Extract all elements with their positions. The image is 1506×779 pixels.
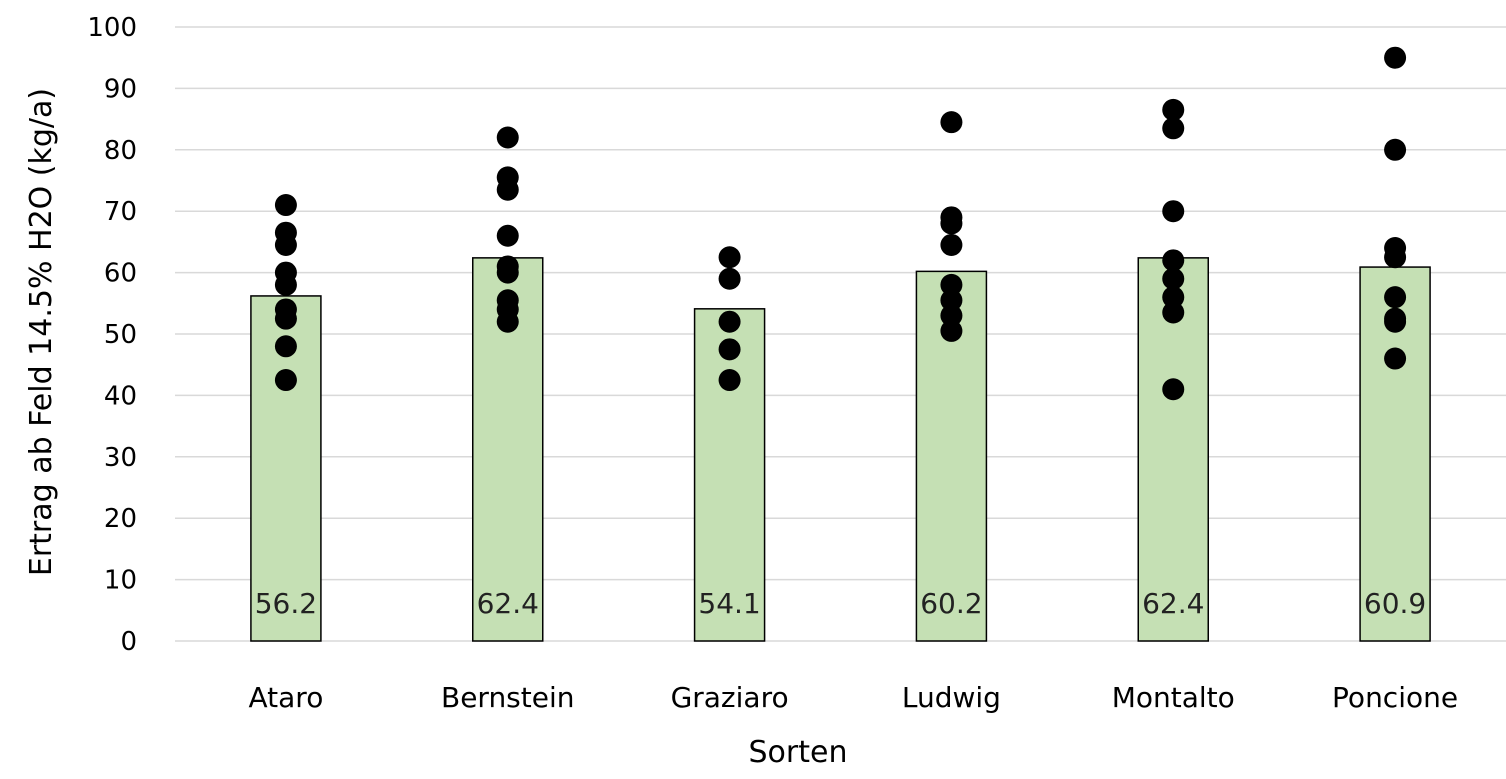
data-point — [718, 369, 741, 392]
bar-value-label: 62.4 — [477, 587, 539, 620]
data-point — [496, 310, 519, 333]
x-category-label: Montalto — [1112, 681, 1235, 714]
data-point — [1162, 286, 1185, 309]
data-point — [940, 304, 963, 327]
data-point — [1384, 46, 1407, 69]
data-point — [274, 335, 297, 358]
bar-value-label: 60.9 — [1364, 587, 1426, 620]
x-category-label: Ludwig — [902, 681, 1001, 714]
data-point — [274, 233, 297, 256]
data-point — [940, 212, 963, 235]
x-category-label: Bernstein — [441, 681, 575, 714]
bar-value-label: 56.2 — [255, 587, 317, 620]
data-point — [274, 273, 297, 296]
data-point — [1384, 246, 1407, 269]
y-tick-label: 70 — [104, 197, 137, 227]
data-point — [718, 338, 741, 361]
data-point — [940, 233, 963, 256]
bar-value-label: 60.2 — [920, 587, 982, 620]
x-axis-title: Sorten — [749, 735, 848, 770]
bars — [250, 257, 1431, 642]
y-tick-label: 20 — [104, 504, 137, 534]
y-tick-label: 100 — [87, 13, 137, 43]
data-point — [1384, 286, 1407, 309]
y-axis-ticks: 0 10 20 30 40 50 60 70 80 90 100 — [87, 13, 137, 657]
y-tick-label: 50 — [104, 320, 137, 350]
y-tick-label: 30 — [104, 443, 137, 473]
bar-value-label: 62.4 — [1142, 587, 1204, 620]
data-point — [274, 307, 297, 330]
data-point — [1162, 200, 1185, 223]
data-point — [1384, 310, 1407, 333]
data-point — [496, 178, 519, 201]
data-point — [718, 310, 741, 333]
y-tick-label: 90 — [104, 74, 137, 104]
data-point — [1162, 301, 1185, 324]
data-point — [496, 224, 519, 247]
data-point — [496, 126, 519, 149]
x-axis-categories: Ataro Bernstein Graziaro Ludwig Montalto Ponc… — [249, 681, 1459, 714]
data-point — [1162, 249, 1185, 272]
bar-value-label: 54.1 — [698, 587, 760, 620]
y-tick-label: 80 — [104, 136, 137, 166]
x-category-label: Graziaro — [671, 681, 789, 714]
data-point — [1162, 378, 1185, 401]
data-point — [1384, 347, 1407, 370]
data-point — [940, 273, 963, 296]
y-axis-title: Ertrag ab Feld 14.5% H2O (kg/a) — [24, 88, 59, 576]
data-point — [940, 319, 963, 342]
data-point — [1384, 138, 1407, 161]
data-point — [274, 194, 297, 217]
gridlines — [175, 26, 1506, 642]
data-point — [496, 261, 519, 284]
bar-graziaro — [693, 308, 766, 642]
y-tick-label: 60 — [104, 259, 137, 289]
data-point — [940, 111, 963, 134]
data-point — [1162, 98, 1185, 121]
data-point — [718, 246, 741, 269]
y-tick-label: 10 — [104, 566, 137, 596]
data-point — [1162, 267, 1185, 290]
y-tick-label: 0 — [120, 627, 137, 657]
data-point — [274, 369, 297, 392]
data-point — [940, 289, 963, 312]
x-category-label: Ataro — [249, 681, 324, 714]
data-point — [1162, 117, 1185, 140]
x-category-label: Poncione — [1332, 681, 1458, 714]
data-points — [274, 46, 1407, 401]
y-tick-label: 40 — [104, 381, 137, 411]
data-point — [718, 267, 741, 290]
bar-data-labels: 56.2 62.4 54.1 60.2 62.4 60.9 — [255, 587, 1427, 620]
